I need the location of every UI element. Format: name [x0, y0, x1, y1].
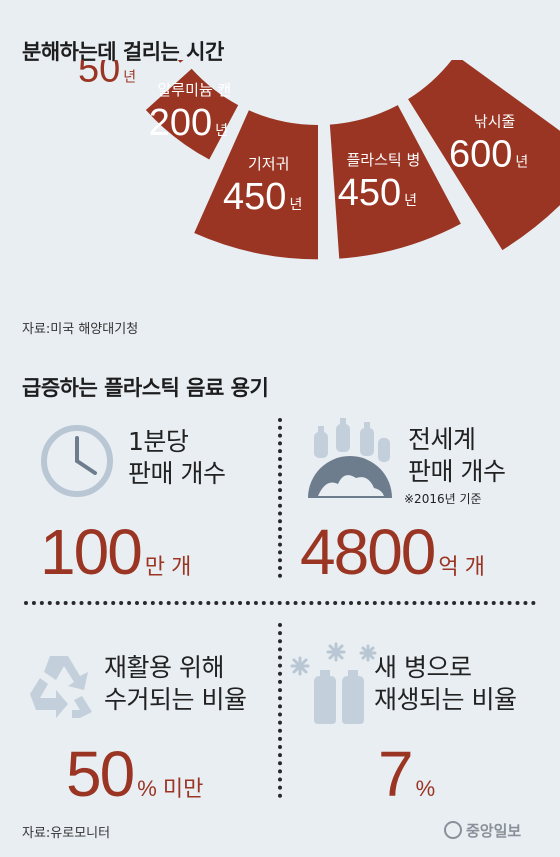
bar-4 — [408, 60, 560, 251]
bar-label-3: 플라스틱 병 — [346, 151, 420, 169]
stat1-value: 100 만 개 — [40, 520, 191, 599]
bar-unit-2: 년 — [289, 196, 302, 212]
stat2-number: 4800 — [300, 516, 436, 588]
stat3-label: 재활용 위해 수거되는 비율 — [104, 653, 247, 714]
stat1-label: 1분당 판매 개수 — [128, 427, 226, 488]
bar-unit-1: 년 — [215, 122, 228, 138]
stat4-unit: % — [415, 776, 436, 801]
section1-source: 자료:미국 해양대기청 — [22, 322, 139, 337]
logo-mark-icon — [444, 821, 462, 839]
bar-2 — [194, 110, 318, 260]
clock-icon — [41, 425, 113, 497]
section2-source: 자료:유로모니터 — [22, 826, 111, 841]
bar-1 — [145, 68, 239, 160]
bar-3 — [329, 105, 461, 259]
logo-text: 중앙일보 — [466, 822, 522, 840]
stat2-label: 전세계 판매 개수 — [408, 425, 506, 486]
sparkle-bottles-icon — [290, 642, 377, 724]
bar-unit-4: 년 — [515, 153, 528, 169]
stat4-value: 7% — [378, 742, 435, 821]
stat2-unit: 억 개 — [438, 554, 485, 579]
bar-value-0: 50 년 — [78, 60, 136, 90]
divider-vertical-top — [278, 418, 282, 578]
bar-unit-3: 년 — [404, 192, 417, 208]
stat4-number: 7 — [378, 738, 414, 810]
divider-vertical-bottom — [278, 623, 282, 798]
recycle-icon — [30, 656, 92, 718]
bar-label-1: 알루미늄 캔 — [157, 81, 231, 99]
stat3-unit: % 미만 — [137, 776, 204, 801]
stat3-number: 50 — [66, 738, 135, 810]
stat4-label: 새 병으로 재생되는 비율 — [374, 653, 517, 714]
stat1-number: 100 — [40, 516, 143, 588]
bar-label-2: 기저귀 — [248, 155, 289, 173]
bar-label-4: 낚시줄 — [474, 112, 515, 130]
bar-unit-0: 년 — [123, 68, 136, 84]
logo: 중앙일보 — [444, 820, 521, 841]
stat2-value: 4800 억 개 — [300, 520, 485, 599]
divider-horizontal — [24, 601, 536, 605]
section2-title: 급증하는 플라스틱 음료 용기 — [22, 376, 269, 400]
globe-bottles-icon — [308, 418, 392, 498]
stat1-unit: 만 개 — [144, 554, 192, 579]
stat3-value: 50% 미만 — [66, 742, 203, 821]
section1-title: 분해하는데 걸리는 시간 — [22, 40, 224, 64]
stat2-note: ※2016년 기준 — [404, 492, 482, 506]
